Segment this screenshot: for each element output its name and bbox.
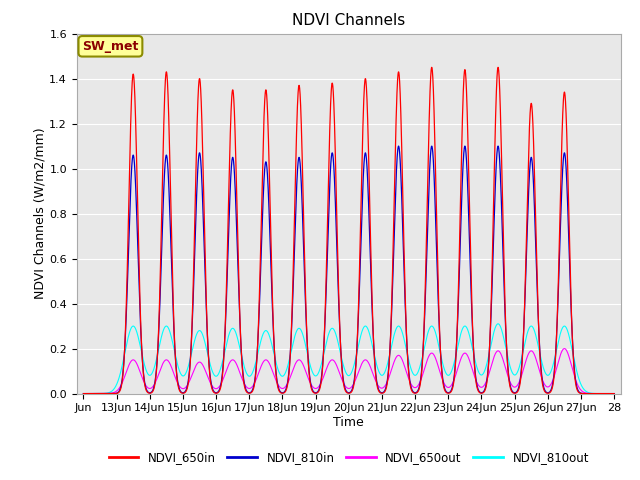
Legend: NDVI_650in, NDVI_810in, NDVI_650out, NDVI_810out: NDVI_650in, NDVI_810in, NDVI_650out, NDV… xyxy=(104,446,594,469)
Title: NDVI Channels: NDVI Channels xyxy=(292,13,405,28)
X-axis label: Time: Time xyxy=(333,416,364,429)
Y-axis label: NDVI Channels (W/m2/mm): NDVI Channels (W/m2/mm) xyxy=(33,128,47,300)
Text: SW_met: SW_met xyxy=(82,40,139,53)
